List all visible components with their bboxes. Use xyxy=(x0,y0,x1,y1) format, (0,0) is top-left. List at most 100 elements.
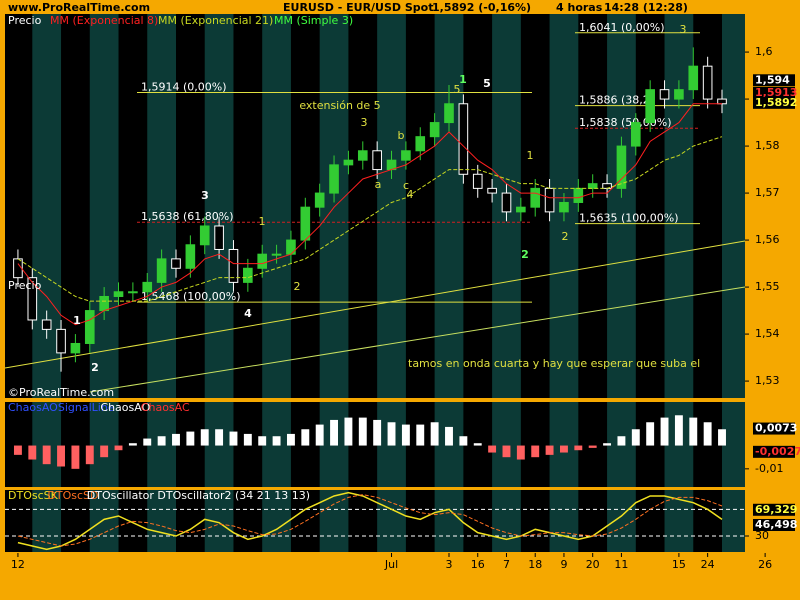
candle-body xyxy=(286,239,296,255)
price-tag-box xyxy=(753,445,795,458)
candle-body xyxy=(300,206,311,241)
ao-bar xyxy=(603,443,612,446)
candle-body xyxy=(113,291,124,297)
x-tick-label: 12 xyxy=(11,558,25,571)
ao-bar xyxy=(172,433,180,446)
candle-body xyxy=(544,187,555,213)
annotation: extensión de 5 xyxy=(299,99,380,112)
ao-bar xyxy=(631,429,640,446)
annotation: 3 xyxy=(361,116,368,129)
ao-bar xyxy=(28,445,37,460)
annotation: 4 xyxy=(244,307,252,320)
x-tick-label: 24 xyxy=(701,558,715,571)
candle-body xyxy=(530,187,541,208)
ao-bar xyxy=(71,445,80,469)
candle-body xyxy=(429,122,440,138)
legend-price: Precio xyxy=(8,14,42,27)
ao-bar xyxy=(718,429,726,446)
candle-body xyxy=(199,225,210,246)
ao-bar xyxy=(344,417,353,446)
ao-bar xyxy=(200,429,209,446)
candle-body xyxy=(401,150,411,161)
x-tick-label: Jul xyxy=(384,558,398,571)
ao-bar xyxy=(488,445,497,453)
day-stripe xyxy=(262,14,291,398)
candle-body xyxy=(372,150,382,171)
candle-body xyxy=(56,328,66,354)
y-tick-label: 1,54 xyxy=(755,327,780,340)
day-stripe xyxy=(549,490,579,552)
time: 14:28 (12:28) xyxy=(604,1,688,14)
price-tag: 1,5913 xyxy=(755,86,797,99)
day-stripe xyxy=(32,402,62,487)
ao-bar xyxy=(143,438,152,446)
price-tag-box xyxy=(753,86,795,99)
candle-body xyxy=(472,173,483,189)
fib-label: 1,5886 (38,2 xyxy=(579,94,650,107)
ao-bar xyxy=(57,445,65,467)
instrument: EURUSD - EUR/USD Spot xyxy=(283,1,434,14)
price-tag-box xyxy=(753,422,795,435)
price-tag: 1,594 xyxy=(755,73,790,86)
candle-body xyxy=(357,150,368,161)
price-tag: -0,0027 xyxy=(755,445,800,458)
ao-bar xyxy=(473,443,482,446)
ao-bar xyxy=(588,445,597,448)
candle-body xyxy=(659,89,670,100)
day-stripe xyxy=(722,402,745,487)
fib-label: 1,6041 (0,00%) xyxy=(579,21,665,34)
candle-body xyxy=(630,122,641,147)
ao-bar xyxy=(186,431,195,446)
candle-body xyxy=(587,183,598,189)
oscillator-line xyxy=(17,494,723,547)
candle-body xyxy=(128,291,138,294)
ao-bar xyxy=(301,429,310,446)
legend-entry: MM (Simple 3) xyxy=(274,14,353,27)
moving-average xyxy=(17,103,723,326)
ao-bar xyxy=(617,436,626,446)
annotation: ©ProRealTime.com xyxy=(8,386,114,399)
legend-price: Precio xyxy=(8,279,42,292)
candle-body xyxy=(271,253,282,256)
candle-body xyxy=(171,258,181,269)
annotation: 2 xyxy=(562,230,569,243)
legend-entry: DTOscSD xyxy=(47,489,98,502)
price-tag-box xyxy=(753,96,795,109)
ao-bar xyxy=(373,419,382,446)
candle-body xyxy=(214,225,224,250)
y-tick-label: 1,56 xyxy=(755,233,780,246)
candle-body xyxy=(243,267,253,283)
candle-body xyxy=(343,159,354,166)
legend-entry: MM (Exponencial 8) xyxy=(50,14,158,27)
candle-body xyxy=(329,164,339,194)
day-stripe xyxy=(434,490,464,552)
ao-bar xyxy=(545,445,554,455)
legend-entry: DTOscillator DTOscillator2 (34 21 13 13) xyxy=(87,489,310,502)
x-tick-label: 26 xyxy=(758,558,772,571)
last-price: 1,5892 (-0,16%) xyxy=(432,1,531,14)
candle-body xyxy=(415,136,426,152)
fib-label: 1,5638 (61,80%) xyxy=(141,210,234,223)
x-tick-label: 18 xyxy=(528,558,542,571)
ao-bar xyxy=(243,433,252,446)
annotation: 3 xyxy=(680,23,687,36)
price-tag: 1,5892 xyxy=(755,96,797,109)
day-stripe xyxy=(607,490,636,552)
day-stripe xyxy=(89,402,119,487)
day-stripe xyxy=(549,402,579,487)
ao-bar xyxy=(560,445,568,453)
price-tag: 69,329 xyxy=(755,503,797,516)
y-tick-label: 1,57 xyxy=(755,186,780,199)
ao-bar xyxy=(416,424,425,446)
ao-bar xyxy=(689,417,698,446)
annotation: 5 xyxy=(483,77,491,90)
trend-line xyxy=(4,240,746,369)
ao-bar xyxy=(703,422,712,446)
candle-body xyxy=(487,187,497,194)
ao-bar xyxy=(502,445,511,458)
x-tick-label: 9 xyxy=(560,558,567,571)
candle-body xyxy=(27,277,38,321)
annotation: 1 xyxy=(73,314,81,327)
annotation: 2 xyxy=(294,280,301,293)
candle-body xyxy=(314,192,325,208)
